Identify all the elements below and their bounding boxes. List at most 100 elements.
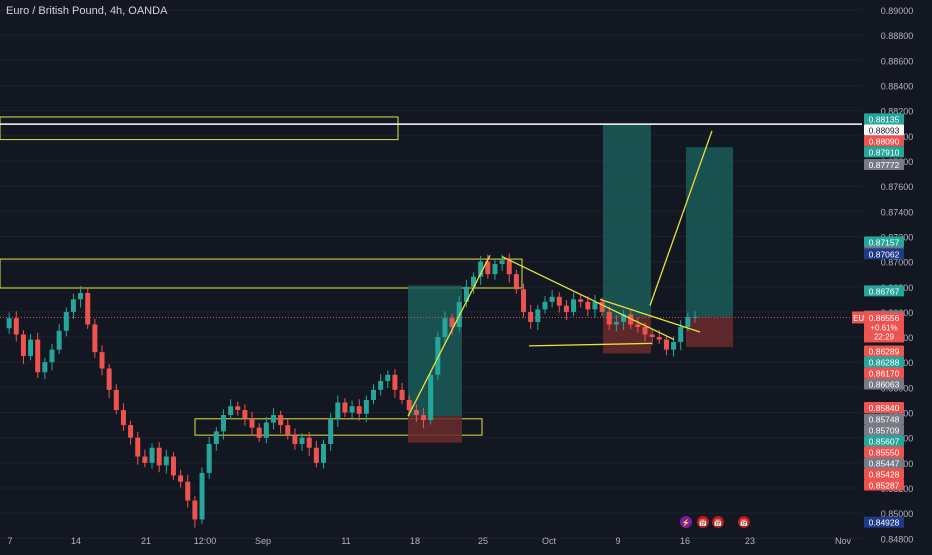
y-tick-label: 0.88800 [881,31,914,41]
candle [563,305,569,312]
price-label-bg [864,401,904,413]
price-label: 0.86288 [869,358,900,368]
price-label: 0.85550 [869,448,900,458]
price-label-bg [864,378,904,390]
candle [92,324,98,353]
candle [678,326,684,343]
candle [28,339,34,356]
candle [406,399,412,411]
long-position-3-target[interactable] [686,147,733,317]
x-tick-label: 9 [615,536,620,546]
price-label-bg [864,413,904,425]
candle [263,422,269,438]
event-icon-glyph: 📅 [699,518,708,527]
candle [278,415,284,426]
candle [299,437,305,444]
x-tick-label: Oct [542,536,557,546]
candle [220,415,226,432]
price-label: 0.86289 [869,347,900,357]
candle [178,475,184,482]
long-position-2-target[interactable] [603,124,651,317]
candle [471,276,477,287]
long-position-1-target[interactable] [408,285,462,417]
price-label: 0.86063 [869,380,900,390]
price-label-bg [864,479,904,491]
event-icon[interactable] [738,516,750,528]
event-icon[interactable] [680,516,692,528]
price-label-bg [864,345,904,357]
candle [513,274,519,290]
candle [142,456,148,463]
candle [349,406,355,413]
x-tick-label: 16 [680,536,690,546]
price-label: 0.87772 [869,160,900,170]
candle [106,368,112,390]
event-icon[interactable] [712,516,724,528]
price-label-bg [864,146,904,158]
price-label: 0.85287 [869,481,900,491]
x-tick-label: Nov [835,536,852,546]
candle [149,447,155,463]
zone-mid-supply[interactable] [0,258,523,289]
candle [556,296,562,306]
wedge-support[interactable] [528,342,653,347]
y-tick-label: 0.87400 [881,207,914,217]
candle [656,337,662,340]
y-tick-label: 0.87000 [881,258,914,268]
price-label: 0.85428 [869,470,900,480]
x-tick-label: 23 [745,536,755,546]
candle [463,286,469,302]
candle [120,410,126,426]
price-label: 0.85607 [869,437,900,447]
price-label: 0.88090 [869,136,900,146]
candle [421,415,427,421]
candle [20,334,26,356]
candle [228,406,234,416]
candle [585,301,591,310]
candle [328,418,334,444]
price-label-bg [864,135,904,147]
price-label: 0.88135 [869,114,900,124]
rally-trendline[interactable] [407,255,491,417]
long-position-3-stop[interactable] [686,316,733,348]
zone-upper-supply[interactable] [0,116,399,141]
projection-line[interactable] [649,130,713,306]
price-label-bg [864,468,904,480]
price-label-bg [864,113,904,125]
candle [363,399,369,414]
long-position-1-stop[interactable] [408,416,462,443]
candle [113,389,119,411]
x-tick-label: 21 [141,536,151,546]
candle [628,314,634,325]
candle [99,352,105,369]
candle [613,321,619,325]
candle [449,318,455,327]
candle [256,427,262,438]
event-icon-glyph: ⚡ [682,518,691,527]
descending-resistance[interactable] [501,255,675,341]
candle [13,318,19,335]
candle [506,260,512,275]
candle [535,309,541,322]
candle [606,311,612,325]
candle [70,299,76,312]
price-tag-change: +0.61% [870,323,897,332]
event-icon[interactable] [697,516,709,528]
price-label: 0.86170 [869,369,900,379]
price-label-bg [864,159,904,171]
x-tick-label: 11 [341,536,350,546]
candle [85,293,91,325]
x-tick-label: 18 [410,536,420,546]
candle [35,339,41,373]
candle [685,316,691,327]
wedge-extension-line[interactable] [599,298,701,333]
candle [478,261,484,277]
y-tick-label: 0.85800 [881,409,914,419]
x-tick-label: 7 [7,536,12,546]
low-marker-value: 0.84928 [869,518,900,528]
price-label-bg [864,236,904,248]
candle [156,447,162,466]
